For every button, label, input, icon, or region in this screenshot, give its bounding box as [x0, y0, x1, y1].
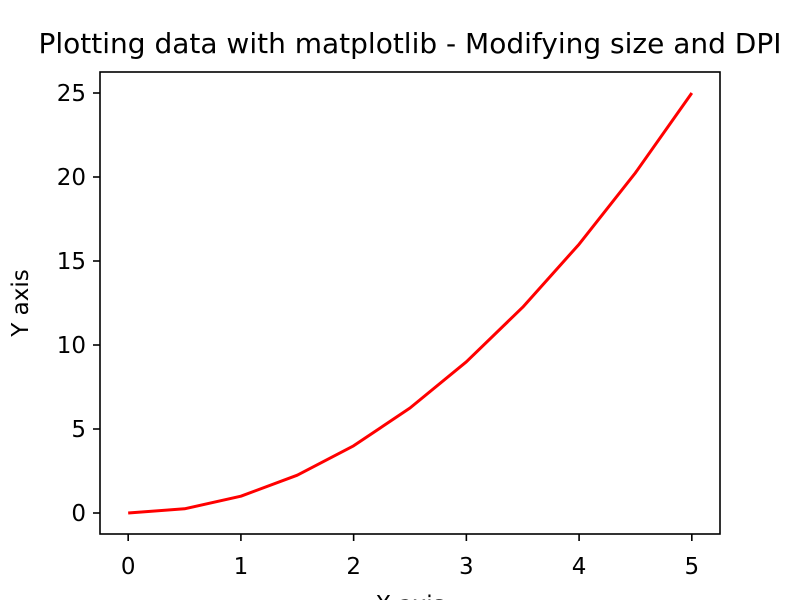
plot-area [99, 71, 721, 535]
axes-frame [99, 71, 721, 535]
y-tick-label: 20 [57, 165, 86, 191]
y-axis-label: Y axis [8, 269, 34, 337]
y-tick-label: 15 [57, 249, 86, 275]
x-tick-label: 1 [234, 554, 249, 580]
y-tick-label: 10 [57, 333, 86, 359]
x-tick-label: 3 [459, 554, 474, 580]
y-tick-label: 5 [71, 417, 86, 443]
y-tick-label: 0 [71, 501, 86, 527]
x-axis-ticks: 0 1 2 3 4 5 [121, 534, 699, 580]
y-tick-label: 25 [57, 81, 86, 107]
x-tick-label: 4 [572, 554, 587, 580]
x-tick-label: 2 [346, 554, 361, 580]
x-tick-label: 5 [684, 554, 699, 580]
x-axis-label: X axis [375, 592, 444, 600]
x-tick-label: 0 [121, 554, 136, 580]
series-line [128, 92, 694, 515]
chart-title: Plotting data with matplotlib - Modifyin… [39, 27, 782, 60]
series-layer [128, 92, 694, 515]
y-axis-ticks: 0 5 10 15 20 25 [57, 81, 100, 527]
